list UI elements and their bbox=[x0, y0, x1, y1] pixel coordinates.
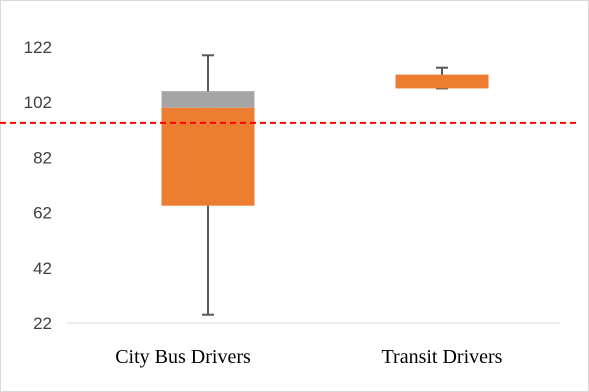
box-upper-segment bbox=[395, 74, 489, 89]
category-label: Transit Drivers bbox=[382, 346, 503, 368]
category-label: City Bus Drivers bbox=[115, 346, 251, 368]
y-axis-ticks: 22 42 62 82 102 122 bbox=[24, 38, 52, 333]
box-1 bbox=[395, 66, 489, 90]
y-tick-label: 22 bbox=[33, 314, 52, 333]
y-tick-label: 42 bbox=[33, 259, 52, 278]
y-tick-label: 122 bbox=[24, 38, 52, 57]
y-tick-label: 62 bbox=[33, 204, 52, 223]
y-tick-label: 102 bbox=[24, 93, 52, 112]
y-tick-label: 82 bbox=[33, 148, 52, 167]
box-upper-segment bbox=[161, 91, 255, 108]
category-labels: City Bus Drivers Transit Drivers bbox=[115, 346, 502, 368]
box-series bbox=[161, 54, 489, 316]
box-0 bbox=[161, 54, 255, 316]
box-lower-segment bbox=[161, 107, 255, 206]
